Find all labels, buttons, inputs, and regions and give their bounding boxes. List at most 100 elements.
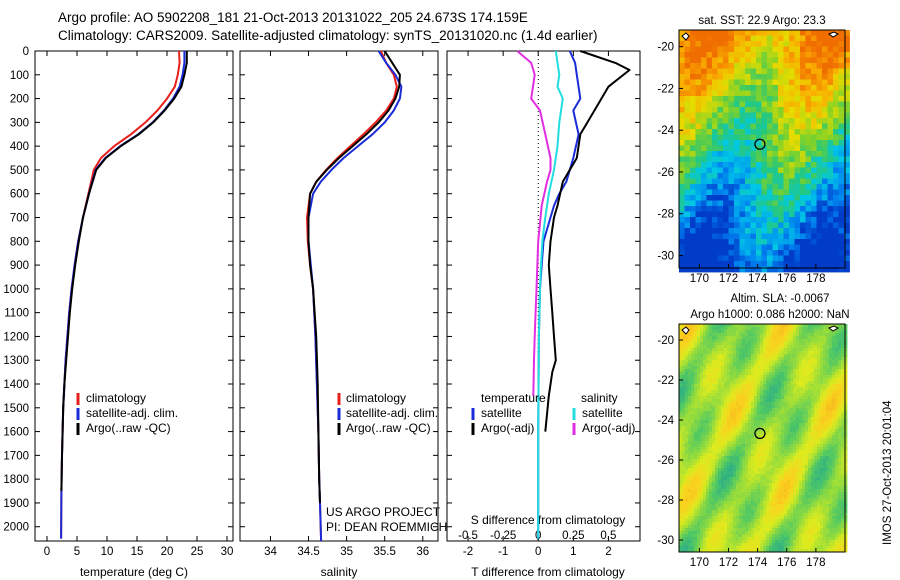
sla-map-cell [763, 435, 767, 439]
sla-map-cell [757, 501, 761, 505]
sla-map-cell [739, 540, 743, 544]
sst-map-cell [794, 134, 801, 141]
sla-map-cell [700, 450, 704, 454]
sla-map-cell [709, 498, 713, 502]
sla-map-cell [712, 387, 716, 391]
sla-map-cell [706, 462, 710, 466]
sst-map-cell [811, 74, 817, 80]
sla-map-cell [736, 330, 740, 334]
sst-map-cell [783, 255, 790, 262]
sla-map-cell [721, 327, 725, 331]
sst-map-cell [695, 74, 702, 80]
sla-map-cell [793, 435, 797, 439]
sla-map-cell [760, 330, 764, 334]
sst-map-cell [789, 151, 795, 157]
sla-map-cell [781, 471, 785, 475]
sla-map-cell [724, 348, 728, 352]
sst-map-cell [778, 162, 784, 168]
sla-map-cell [712, 369, 716, 373]
sla-map-cell [793, 369, 797, 373]
sst-map-cell [739, 239, 746, 245]
sla-map-cell [808, 429, 812, 433]
sla-map-cell [781, 498, 785, 502]
sla-map-cell [691, 453, 695, 457]
sla-map-cell [751, 510, 755, 514]
sla-map-cell [688, 387, 692, 391]
sst-map-cell [723, 239, 729, 245]
sla-map-cell [781, 504, 785, 508]
sst-map-cell [679, 68, 685, 75]
sla-map-cell [733, 489, 737, 493]
sst-map-cell [789, 41, 795, 47]
sla-map-cell [715, 465, 719, 469]
sla-map-cell [691, 450, 695, 454]
sla-map-cell [715, 483, 719, 487]
sla-map-cell [739, 510, 743, 514]
sla-map-cell [787, 507, 791, 511]
sla-map-cell [736, 375, 740, 379]
sla-map-cell [697, 525, 701, 529]
sla-map-cell [778, 465, 782, 469]
sst-map-cell [778, 85, 784, 91]
sla-map-cell [772, 372, 776, 376]
sst-map-cell [789, 145, 795, 152]
sla-map-cell [712, 393, 716, 397]
sla-map-cell [688, 474, 692, 478]
sst-map-cell [728, 112, 735, 119]
sla-map-cell [685, 387, 689, 391]
sla-map-cell [784, 327, 788, 331]
sla-map-cell [778, 399, 782, 403]
sla-map-cell [721, 390, 725, 394]
sla-map-cell [685, 441, 689, 445]
sst-map-cell [750, 239, 757, 245]
sla-map-cell [763, 504, 767, 508]
sla-map-cell [781, 402, 785, 406]
sla-map-cell [772, 540, 776, 544]
sla-map-cell [796, 522, 800, 526]
sla-map-cell [739, 411, 743, 415]
sla-map-cell [781, 324, 785, 328]
sla-map-cell [799, 483, 803, 487]
sla-map-cell [706, 399, 710, 403]
sla-map-cell [766, 510, 770, 514]
sla-map-cell [793, 519, 797, 523]
sla-map-cell [757, 381, 761, 385]
sla-map-cell [736, 336, 740, 340]
sla-map-cell [760, 420, 764, 424]
sla-map-cell [766, 486, 770, 490]
sla-map-cell [727, 540, 731, 544]
sla-map-cell [760, 384, 764, 388]
sla-map-cell [742, 429, 746, 433]
sla-map-cell [691, 504, 695, 508]
sst-map-cell [844, 151, 850, 157]
sla-map-cell [736, 528, 740, 532]
sla-map-cell [682, 411, 686, 415]
sst-map-cell [728, 255, 735, 262]
sla-map-cell [781, 459, 785, 463]
sla-map-cell [697, 507, 701, 511]
sst-map-cell [684, 57, 691, 64]
sla-map-cell [703, 363, 707, 367]
sst-map-cell [745, 41, 751, 47]
sla-map-cell [691, 510, 695, 514]
sla-map-cell [709, 378, 713, 382]
sla-map-cell [736, 327, 740, 331]
sla-map-cell [754, 513, 758, 517]
sst-map-cell [794, 30, 801, 36]
sst-map-cell [739, 63, 746, 69]
sla-map-cell [679, 540, 683, 544]
sla-map-cell [805, 426, 809, 430]
sla-map-cell [679, 519, 683, 523]
sla-map-cell [742, 324, 746, 328]
sla-map-cell [754, 408, 758, 412]
sst-map-cell [695, 255, 702, 262]
sla-map-cell [748, 501, 752, 505]
sla-map-cell [775, 402, 779, 406]
sla-map-cell [751, 531, 755, 535]
sla-map-cell [691, 336, 695, 340]
sla-map-cell [808, 453, 812, 457]
sla-map-cell [706, 366, 710, 370]
sla-map-cell [697, 468, 701, 472]
sla-map-cell [724, 471, 728, 475]
sst-map-cell [728, 101, 735, 108]
